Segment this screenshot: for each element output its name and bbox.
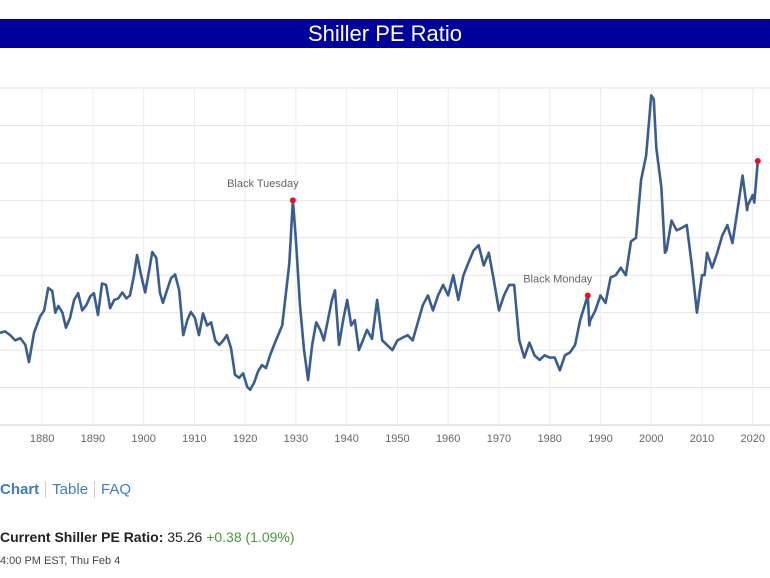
x-tick-label: 1910 bbox=[182, 433, 206, 445]
annotation-marker bbox=[289, 197, 296, 204]
x-tick-label: 1920 bbox=[233, 433, 257, 445]
x-tick-label: 1880 bbox=[30, 433, 54, 445]
tabs: Chart Table FAQ bbox=[0, 481, 138, 498]
chart: 1880 1890 1900 1910 1920 1930 1940 1950 1960 1970… bbox=[0, 87, 770, 445]
last-point bbox=[754, 157, 761, 164]
tab[interactable]: FAQ bbox=[94, 481, 138, 498]
x-tick-label: 1950 bbox=[385, 433, 409, 445]
x-tick-label: 1990 bbox=[588, 433, 612, 445]
x-tick-label: 1900 bbox=[131, 433, 155, 445]
line bbox=[0, 94, 760, 392]
timestamp: 4:00 PM EST, Thu Feb 4 bbox=[0, 555, 121, 567]
quote-label: Current Shiller PE Ratio: bbox=[0, 529, 164, 545]
x-tick-label: 1970 bbox=[487, 433, 511, 445]
x-tick-label: 1940 bbox=[334, 433, 358, 445]
x-tick-label: 2010 bbox=[690, 433, 714, 445]
quote-change: +0.38 (1.09%) bbox=[206, 529, 295, 545]
annotation-marker bbox=[584, 292, 591, 299]
page-title: Shiller PE Ratio bbox=[0, 19, 770, 48]
x-tick-label: 2020 bbox=[741, 433, 765, 445]
x-tick-label: 1980 bbox=[537, 433, 561, 445]
x-tick-label: 1890 bbox=[81, 433, 105, 445]
annotation: Black Monday bbox=[523, 273, 593, 285]
quote-value: 35.26 bbox=[167, 529, 203, 545]
tab[interactable]: Chart bbox=[0, 481, 40, 498]
x-tick-label: 2000 bbox=[639, 433, 663, 445]
tab[interactable]: Table bbox=[45, 481, 95, 498]
x-tick-label: 1930 bbox=[284, 433, 308, 445]
annotation: Black Tuesday bbox=[227, 178, 299, 190]
quote: Current Shiller PE Ratio: 35.26 +0.38 (1… bbox=[0, 529, 295, 545]
x-tick-label: 1960 bbox=[436, 433, 460, 445]
